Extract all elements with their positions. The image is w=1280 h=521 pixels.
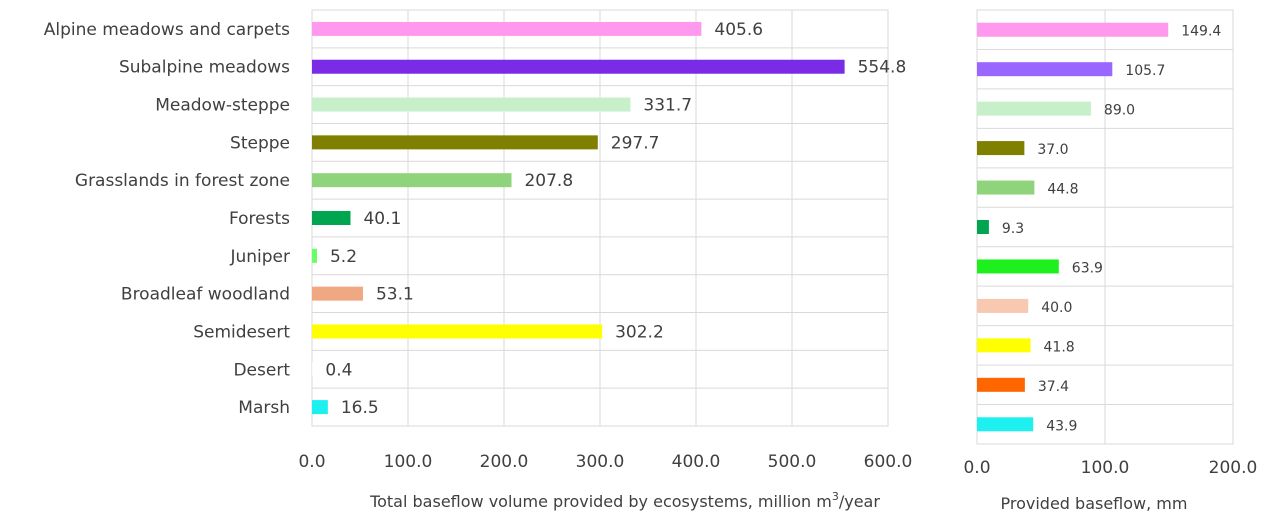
tick-label: 300.0 <box>576 452 625 472</box>
category-label: Forests <box>229 209 290 229</box>
category-label: Desert <box>233 360 290 380</box>
panel-total-baseflow: 405.6 Alpine meadows and carpets 554.8 Suba… <box>44 10 913 472</box>
bar <box>977 378 1025 392</box>
category-label: Alpine meadows and carpets <box>44 20 290 40</box>
bar <box>977 62 1112 76</box>
data-label: 405.6 <box>714 20 763 40</box>
data-label: 37.4 <box>1038 379 1069 395</box>
data-label: 40.0 <box>1041 300 1072 316</box>
tick-label: 400.0 <box>672 452 721 472</box>
data-label: 149.4 <box>1181 24 1221 40</box>
bar <box>312 249 317 263</box>
bar <box>312 22 701 36</box>
tick-label: 200.0 <box>480 452 529 472</box>
data-label: 554.8 <box>858 58 907 78</box>
bar <box>977 141 1024 155</box>
data-label: 41.8 <box>1044 339 1075 355</box>
bar <box>977 259 1059 273</box>
bar <box>977 417 1033 431</box>
data-label: 37.0 <box>1037 142 1068 158</box>
tick-label: 600.0 <box>864 452 913 472</box>
bar <box>312 287 363 301</box>
data-label: 16.5 <box>341 398 379 418</box>
bar <box>312 400 328 414</box>
data-label: 0.4 <box>325 360 352 380</box>
x-axis-label-total: Total baseflow volume provided by ecosys… <box>369 490 880 511</box>
data-label: 207.8 <box>524 171 573 191</box>
data-label: 331.7 <box>643 96 692 116</box>
data-label: 43.9 <box>1046 418 1077 434</box>
bar <box>312 98 630 112</box>
data-label: 40.1 <box>363 209 401 229</box>
bar <box>312 173 511 187</box>
bar <box>977 23 1168 37</box>
data-label: 53.1 <box>376 285 414 305</box>
bar <box>977 181 1034 195</box>
tick-label: 100.0 <box>384 452 433 472</box>
x-axis-label-provided: Provided baseflow, mm <box>1001 494 1188 513</box>
category-label: Subalpine meadows <box>119 58 290 78</box>
bar <box>977 338 1031 352</box>
bar <box>312 211 350 225</box>
data-label: 297.7 <box>611 133 660 153</box>
data-label: 44.8 <box>1047 182 1078 198</box>
bar <box>977 102 1091 116</box>
data-label: 105.7 <box>1125 63 1165 79</box>
data-label: 5.2 <box>330 247 357 267</box>
tick-label: 0.0 <box>963 458 990 478</box>
bar <box>977 220 989 234</box>
category-label: Broadleaf woodland <box>121 285 290 305</box>
bar <box>977 299 1028 313</box>
data-label: 9.3 <box>1002 221 1024 237</box>
tick-label: 500.0 <box>768 452 817 472</box>
bar <box>312 60 845 74</box>
tick-label: 200.0 <box>1209 458 1258 478</box>
tick-label: 100.0 <box>1081 458 1130 478</box>
category-label: Marsh <box>238 398 290 418</box>
category-label: Meadow-steppe <box>155 96 290 116</box>
category-label: Steppe <box>230 133 290 153</box>
data-label: 89.0 <box>1104 103 1135 119</box>
category-label: Semidesert <box>193 322 290 342</box>
panel-provided-baseflow: 149.4 105.7 89.0 37.0 44.8 9.3 63.9 40.0 41.8 37.… <box>963 10 1257 478</box>
data-label: 63.9 <box>1072 260 1103 276</box>
bar <box>312 135 598 149</box>
category-label: Grasslands in forest zone <box>75 171 290 191</box>
category-label: Juniper <box>229 247 290 267</box>
data-label: 302.2 <box>615 322 664 342</box>
bar <box>312 324 602 338</box>
tick-label: 0.0 <box>298 452 325 472</box>
